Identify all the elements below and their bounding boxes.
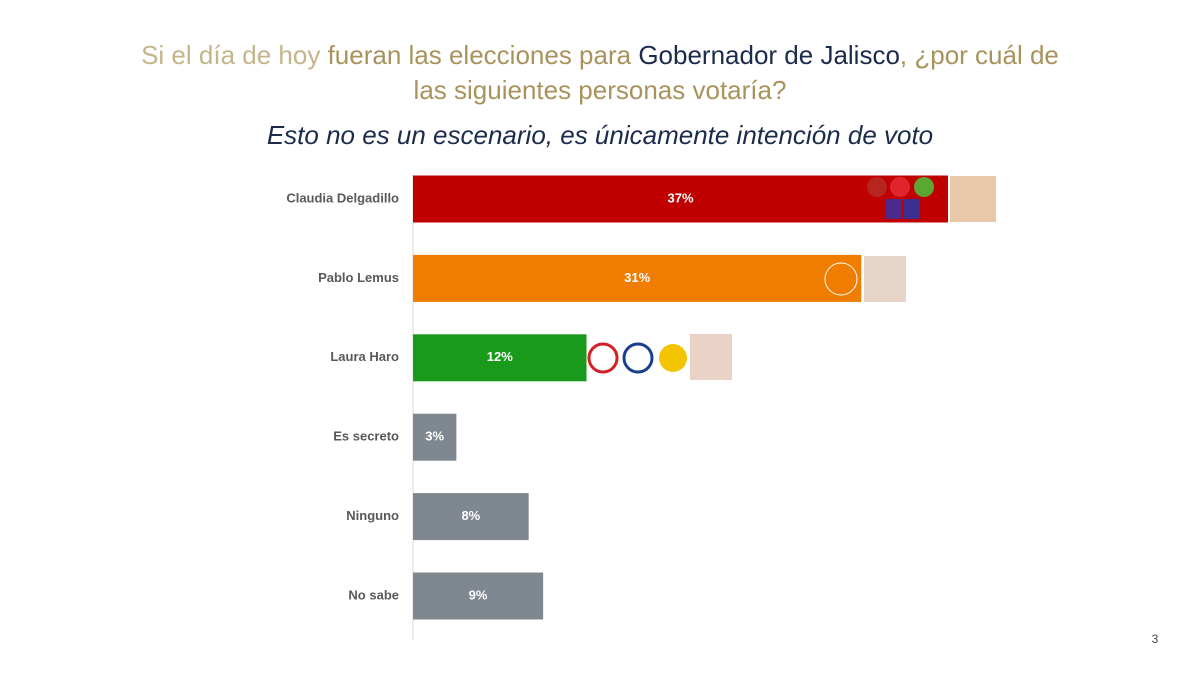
logo [904, 199, 920, 219]
logo [622, 342, 654, 374]
party-logos [587, 176, 996, 380]
bar [413, 572, 544, 620]
bar [413, 413, 457, 461]
value-label: 31% [624, 270, 650, 285]
bar [413, 334, 587, 382]
photo [864, 256, 906, 302]
value-label: 37% [667, 190, 693, 205]
logo [824, 262, 858, 296]
page-number: 3 [1152, 632, 1159, 646]
logo [914, 177, 934, 197]
category-label: Ninguno [346, 508, 399, 523]
bar [413, 254, 862, 302]
value-label: 3% [425, 429, 444, 444]
logo [659, 344, 687, 372]
bar [413, 175, 949, 223]
title-part: fueran las elecciones para [328, 40, 639, 70]
logo [587, 342, 619, 374]
chart-title: Si el día de hoy fueran las elecciones p… [141, 40, 1059, 105]
category-label: Es secreto [333, 429, 399, 444]
logo [890, 177, 910, 197]
category-label: Pablo Lemus [318, 270, 399, 285]
title-part: , ¿por cuál de [900, 40, 1059, 70]
photo [690, 334, 732, 380]
chart-subtitle: Esto no es un escenario, es únicamente i… [267, 120, 933, 150]
category-label: No sabe [348, 587, 399, 602]
title-part: las siguientes personas votaría? [414, 75, 787, 105]
bar [413, 493, 529, 541]
category-label: Laura Haro [330, 349, 399, 364]
category-label: Claudia Delgadillo [286, 190, 399, 205]
photo [950, 176, 996, 222]
value-label: 8% [461, 508, 480, 523]
title-part: Si el día de hoy [141, 40, 327, 70]
value-label: 12% [487, 349, 513, 364]
logo [886, 199, 902, 219]
title-part: Gobernador de Jalisco [638, 40, 900, 70]
value-label: 9% [469, 587, 488, 602]
logo [867, 177, 887, 197]
